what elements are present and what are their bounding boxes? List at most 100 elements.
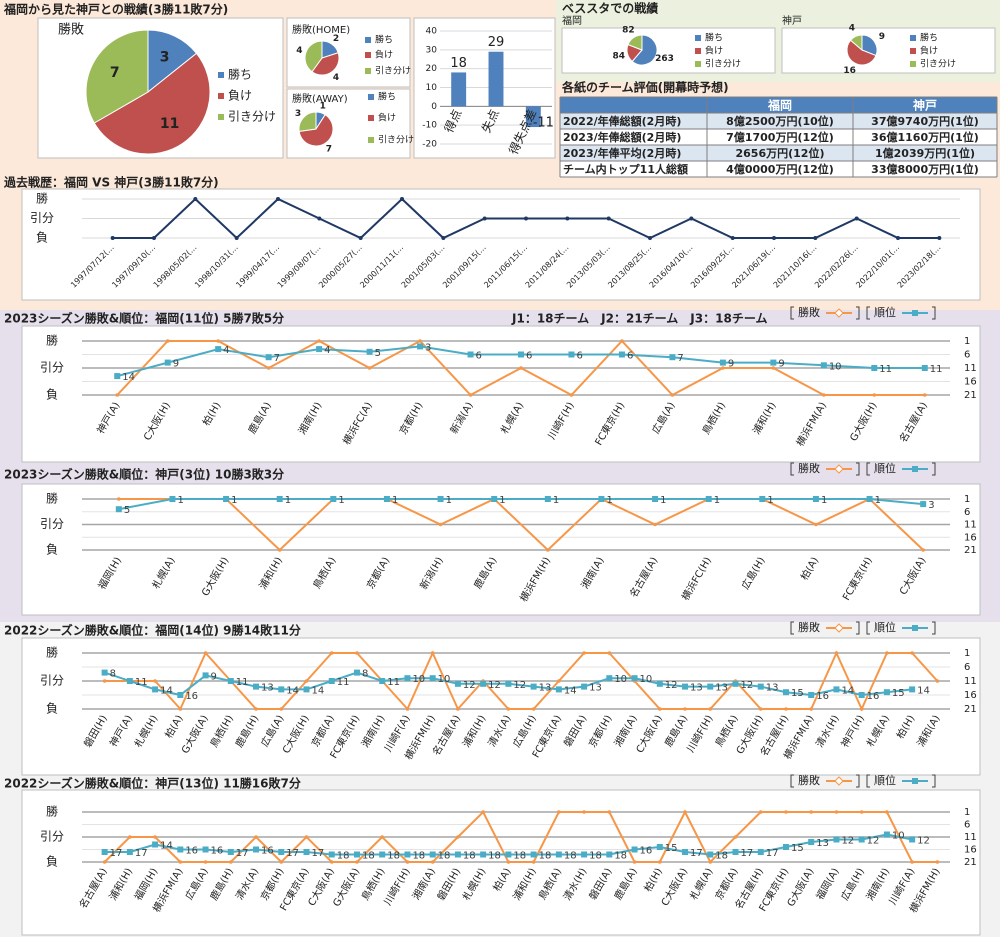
y-tick-label: 負 — [46, 543, 58, 557]
marker — [808, 692, 815, 698]
marker — [859, 810, 864, 814]
marker — [216, 339, 220, 343]
data-label: 12 — [665, 680, 678, 691]
y-tick-label: 引分 — [40, 361, 64, 375]
y-tick-label: 20 — [426, 64, 438, 74]
legend-bracket — [790, 774, 794, 788]
data-label: 12 — [867, 836, 880, 847]
legend-bracket — [790, 621, 794, 635]
marker — [506, 860, 511, 864]
legend-swatch — [218, 93, 224, 99]
legend-bracket — [932, 621, 936, 635]
y-tick-label: 引分 — [30, 211, 54, 225]
table-header: 神戸 — [913, 98, 937, 113]
marker — [277, 548, 282, 552]
pie-label: 4 — [849, 24, 855, 34]
data-label: 14 — [841, 685, 854, 696]
legend-marker — [834, 308, 844, 318]
y2-tick-label: 6 — [964, 507, 970, 518]
data-label: 12 — [841, 836, 854, 847]
data-label: 1 — [392, 495, 398, 506]
data-label: 10 — [412, 674, 425, 685]
data-label: 18 — [337, 851, 350, 862]
marker — [607, 810, 612, 814]
marker — [708, 707, 713, 711]
data-label: 1 — [446, 495, 452, 506]
y2-tick-label: 21 — [964, 545, 977, 556]
pie-label: 3 — [160, 49, 170, 65]
marker — [809, 810, 814, 814]
legend-label: 勝ち — [705, 32, 723, 44]
pie-slice — [846, 39, 877, 66]
legend-swatch — [365, 52, 371, 58]
marker — [152, 236, 156, 240]
y-tick-label: 40 — [426, 27, 438, 37]
data-label: 16 — [640, 846, 653, 857]
data-label: 1 — [231, 495, 237, 506]
series-line — [103, 809, 938, 864]
marker — [782, 689, 789, 696]
marker — [152, 686, 159, 693]
marker — [885, 810, 889, 814]
data-label: 13 — [690, 683, 703, 694]
marker — [565, 216, 570, 221]
marker — [203, 651, 208, 655]
y2-tick-label: 16 — [964, 377, 977, 388]
marker — [719, 359, 726, 366]
marker — [430, 860, 435, 864]
chart-subtitle: J1：18チーム J2：21チーム J3：18チーム — [511, 312, 767, 326]
bar — [488, 51, 504, 107]
table-cell: 2656万円(12位) — [736, 146, 825, 160]
data-label: 18 — [438, 851, 451, 862]
marker — [530, 683, 537, 690]
marker — [454, 851, 461, 858]
legend-marker — [912, 466, 918, 472]
pie-label: 3 — [295, 109, 301, 119]
pie-label: 9 — [879, 32, 885, 42]
marker — [834, 651, 839, 655]
data-label: 8 — [110, 669, 116, 680]
data-label: 11 — [135, 677, 148, 688]
marker — [809, 707, 814, 711]
marker — [276, 197, 280, 201]
pie-title: 勝敗 — [58, 23, 84, 38]
marker — [101, 849, 108, 855]
table-cell: 2023/年俸総額(2月時) — [563, 130, 681, 144]
y-tick-label: 負 — [36, 231, 48, 245]
legend-bracket — [856, 621, 860, 635]
marker — [177, 692, 184, 698]
data-label: 5 — [375, 348, 381, 359]
table-title: 各紙のチーム評価(開幕時予想) — [561, 80, 729, 95]
pie-slice — [861, 34, 878, 57]
marker — [383, 496, 390, 502]
marker — [234, 236, 239, 240]
marker — [707, 851, 714, 858]
marker — [921, 548, 925, 552]
marker — [872, 393, 877, 397]
marker — [358, 236, 363, 240]
legend-marker — [912, 310, 918, 316]
marker — [920, 501, 927, 508]
legend-bracket — [866, 774, 870, 788]
marker — [193, 197, 198, 201]
y2-tick-label: 11 — [964, 520, 977, 531]
y2-tick-label: 6 — [964, 350, 970, 361]
marker — [866, 496, 873, 502]
pie-label: 4 — [333, 73, 339, 83]
data-label: 10 — [892, 831, 905, 842]
legend-bracket — [856, 306, 860, 320]
marker — [164, 359, 171, 366]
legend-swatch — [910, 48, 916, 54]
legend-swatch — [365, 68, 371, 74]
legend-swatch — [910, 35, 916, 41]
data-label: 5 — [124, 505, 130, 516]
y-tick-label: -20 — [422, 140, 437, 150]
marker — [417, 343, 424, 350]
marker — [854, 216, 859, 221]
chart-box — [21, 637, 981, 776]
data-label: 1 — [177, 495, 183, 506]
venue-title: ベススタでの戦績 — [562, 1, 658, 16]
legend-label: 勝敗 — [798, 461, 820, 475]
legend-bracket — [932, 462, 936, 476]
data-label: 15 — [892, 688, 905, 699]
